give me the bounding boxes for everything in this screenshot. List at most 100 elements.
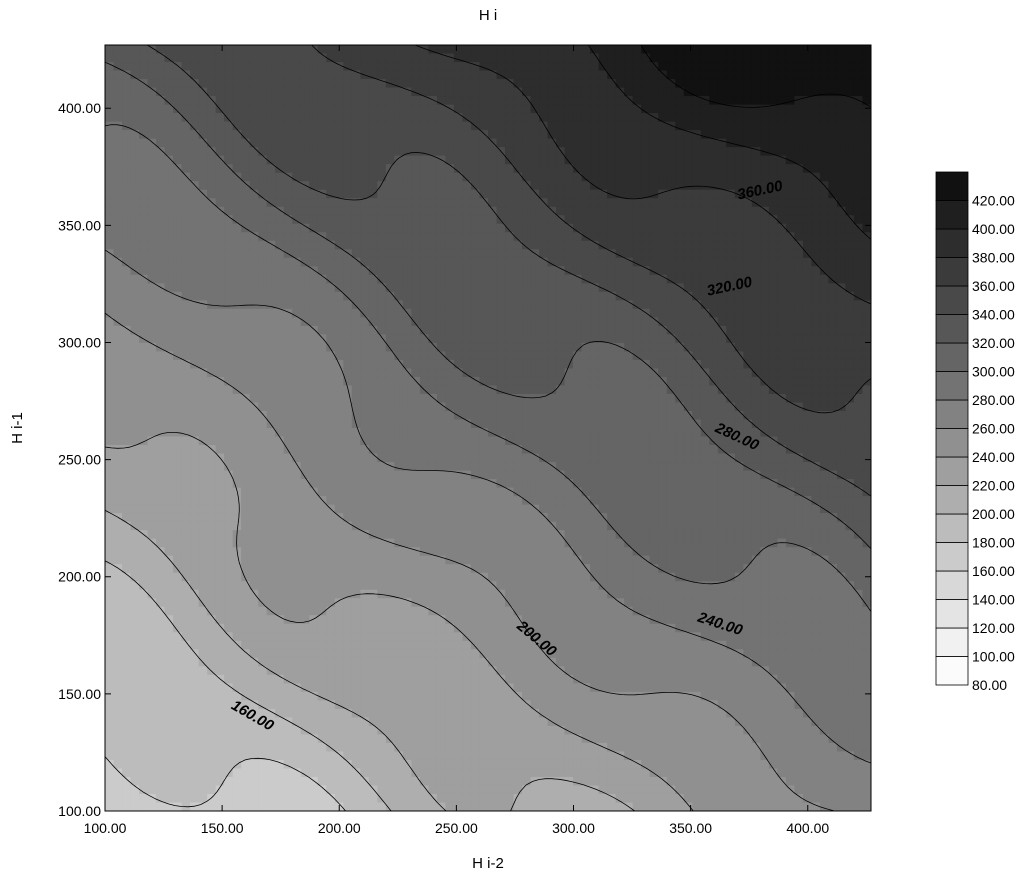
contour-cell [343,479,353,489]
contour-cell [266,79,276,89]
contour-cell [539,87,549,97]
contour-cell [309,325,319,335]
contour-cell [368,181,378,191]
contour-cell [105,530,115,540]
contour-cell [326,79,336,89]
contour-cell [453,572,464,582]
contour-cell [224,521,234,531]
contour-cell [470,751,481,761]
contour-cell [360,564,370,574]
contour-cell [326,572,336,582]
contour-cell [385,572,395,582]
contour-cell [505,708,515,718]
contour-cell [283,708,293,718]
contour-cell [385,215,395,225]
contour-cell [139,674,149,684]
contour-cell [317,436,327,446]
contour-cell [292,640,302,650]
contour-cell [564,189,574,199]
contour-cell [139,521,149,531]
contour-cell [394,734,404,744]
contour-cell [326,649,336,659]
contour-cell [470,351,481,361]
contour-cell [385,725,395,735]
contour-cell [479,504,489,514]
contour-cell [258,521,268,531]
contour-cell [564,70,574,80]
contour-cell [173,504,183,514]
contour-cell [283,317,293,327]
contour-cell [394,496,404,506]
contour-cell [207,538,217,548]
contour-cell [522,308,532,318]
contour-cell [326,776,336,787]
contour-cell [402,793,412,804]
contour-cell [207,742,217,753]
contour-cell [334,504,344,514]
contour-cell [215,513,225,523]
contour-cell [428,385,438,395]
contour-cell [215,334,225,344]
contour-cell [283,113,293,123]
contour-cell [445,342,455,352]
contour-cell [249,376,259,387]
contour-cell [470,623,481,633]
contour-cell [513,725,523,735]
contour-cell [241,257,251,267]
contour-cell [292,368,302,378]
contour-cell [573,308,583,318]
contour-cell [113,385,123,395]
contour-cell [436,376,447,387]
contour-cell [436,249,447,259]
contour-cell [505,547,515,557]
contour-cell [505,428,515,438]
contour-cell [436,615,447,625]
contour-cell [522,581,532,591]
contour-cell [147,325,157,335]
contour-cell [564,623,574,633]
contour-cell [556,419,566,429]
contour-cell [215,393,225,404]
contour-cell [173,215,183,225]
contour-cell [130,734,140,744]
contour-cell [156,649,166,659]
contour-cell [258,445,268,455]
contour-cell [249,436,259,446]
contour-cell [539,479,549,489]
contour-cell [360,581,370,591]
contour-cell [522,479,532,489]
contour-cell [556,172,566,182]
contour-cell [505,632,515,642]
contour-cell [522,640,532,650]
contour-cell [428,53,438,63]
contour-cell [266,121,276,131]
contour-cell [198,53,208,63]
contour-cell [292,87,302,97]
contour-cell [547,257,557,267]
contour-cell [513,428,523,438]
contour-cell [462,802,472,811]
contour-cell [419,240,430,250]
contour-cell [436,419,447,429]
contour-cell [453,453,464,463]
contour-cell [224,793,234,804]
contour-cell [198,768,208,778]
contour-cell [190,266,200,276]
contour-cell [428,581,438,591]
contour-cell [470,802,481,811]
contour-cell [334,428,344,438]
contour-cell [198,683,208,693]
contour-cell [360,649,370,659]
contour-cell [394,257,404,267]
contour-cell [300,538,310,548]
contour-cell [317,725,327,735]
contour-cell [368,487,378,497]
contour-cell [547,240,557,250]
contour-cell [462,87,472,97]
contour-cell [411,249,421,259]
contour-cell [522,368,532,378]
contour-cell [317,759,327,770]
contour-cell [505,564,515,574]
contour-cell [266,530,276,540]
contour-cell [453,164,464,174]
